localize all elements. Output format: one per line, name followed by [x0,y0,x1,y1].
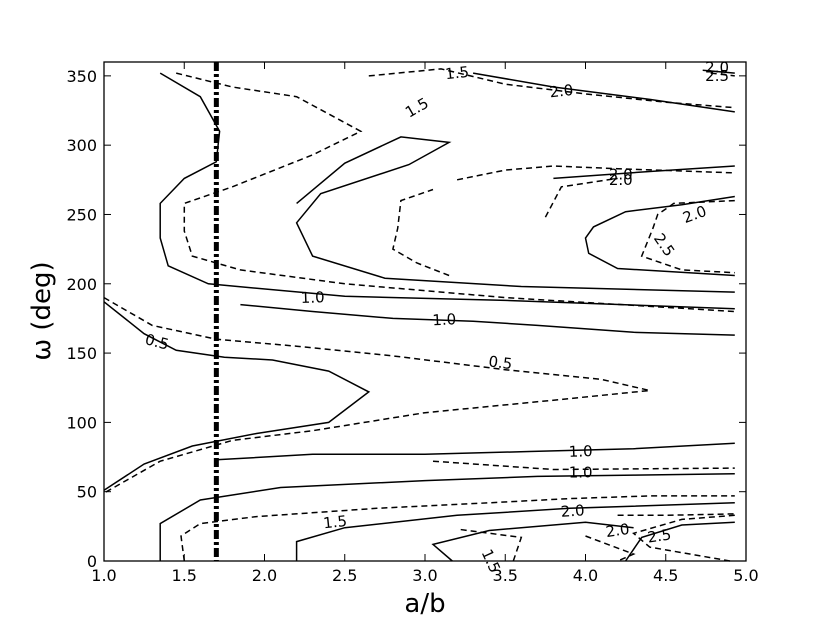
y-tick-label: 50 [77,483,97,502]
contour-line-solid-2_0-5 [431,521,634,562]
y-tick-label: 0 [87,552,97,571]
contour-label-1: 0.5 [487,352,513,373]
contour-line-dashed-2_5-26 [710,72,735,77]
contour-label-10: 2.0 [560,501,585,521]
y-tick-label: 100 [66,413,97,432]
contour-line-dashed-1_5-15 [368,68,735,109]
contour-label-3: 1.0 [432,310,457,329]
y-tick-label: 200 [66,275,97,294]
x-tick-label: 4.5 [653,566,678,585]
x-tick-label: 1.0 [91,566,116,585]
axis-ticks: 1.0 1.5 2.0 2.5 3.0 3.5 4.0 4.5 5.00501001502002… [66,62,759,585]
contour-line-solid-1_5-8 [472,72,735,113]
x-tick-label: 3.5 [493,566,518,585]
contour-line-solid-1_5-1 [159,472,735,561]
contour-line-dashed-2_0-21 [585,535,636,562]
contour-line-solid-1_5-4 [295,502,735,561]
contour-label-7: 1.5 [444,63,470,83]
plot-background [104,62,746,561]
x-tick-label: 1.5 [172,566,197,585]
contour-line-dashed-1_5-24 [392,188,450,277]
contour-line-dashed-1_5-23 [544,177,618,218]
contour-label-19: 2.5 [705,67,729,85]
contour-label-14: 2.0 [609,171,633,189]
y-axis-title: ω (deg) [27,261,57,360]
contour-line-dashed-2_5-25 [640,199,735,274]
y-tick-label: 300 [66,136,97,155]
contour-line-dashed-1_5-19 [457,528,523,562]
x-tick-label: 3.0 [412,566,437,585]
contour-label-12: 2.0 [605,520,631,541]
contour-label-13: 2.0 [609,165,633,183]
contour-line-solid-1_0-6 [159,72,735,310]
contour-lines [103,68,735,562]
contour-label-0: 0.5 [143,330,171,354]
contour-line-solid-2_0-11 [702,69,735,74]
contour-label-2: 1.0 [300,288,324,307]
contour-line-dashed-0_5-13 [103,296,650,494]
contour-line-solid-2_0-2 [624,521,735,562]
x-tick-label: 2.0 [252,566,277,585]
contour-line-dashed-2_0-20 [632,514,735,562]
contour-label-6: 1.5 [322,512,348,532]
contour-line-solid-2_0-10 [584,195,735,277]
contour-line-solid-1_0-12 [240,303,735,336]
x-tick-label: 5.0 [733,566,758,585]
contour-line-solid-1_0-7 [295,136,735,293]
x-axis-title: a/b [404,589,445,619]
contour-line-solid-2_0-9 [553,165,735,180]
contour-line-dashed-1_0-14 [176,72,735,313]
y-tick-label: 250 [66,205,97,224]
y-tick-label: 350 [66,67,97,86]
contour-label-16: 2.5 [646,525,672,546]
x-tick-label: 2.5 [332,566,357,585]
contour-line-solid-1_0-3 [216,442,735,461]
x-tick-label: 4.0 [573,566,598,585]
contour-line-dashed-1_5-18 [180,495,735,562]
contour-label-18: 2.0 [705,59,729,77]
y-tick-label: 150 [66,344,97,363]
contour-line-solid-0_5-0 [103,301,371,491]
contour-line-dashed-1_0-16 [432,460,735,471]
contour-label-4: 1.0 [568,442,592,461]
contour-label-11: 2.0 [549,81,575,101]
contour-label-5: 1.0 [569,463,593,481]
contour-line-dashed-2_0-17 [617,513,735,517]
contour-line-dashed-1_5-22 [456,165,735,181]
